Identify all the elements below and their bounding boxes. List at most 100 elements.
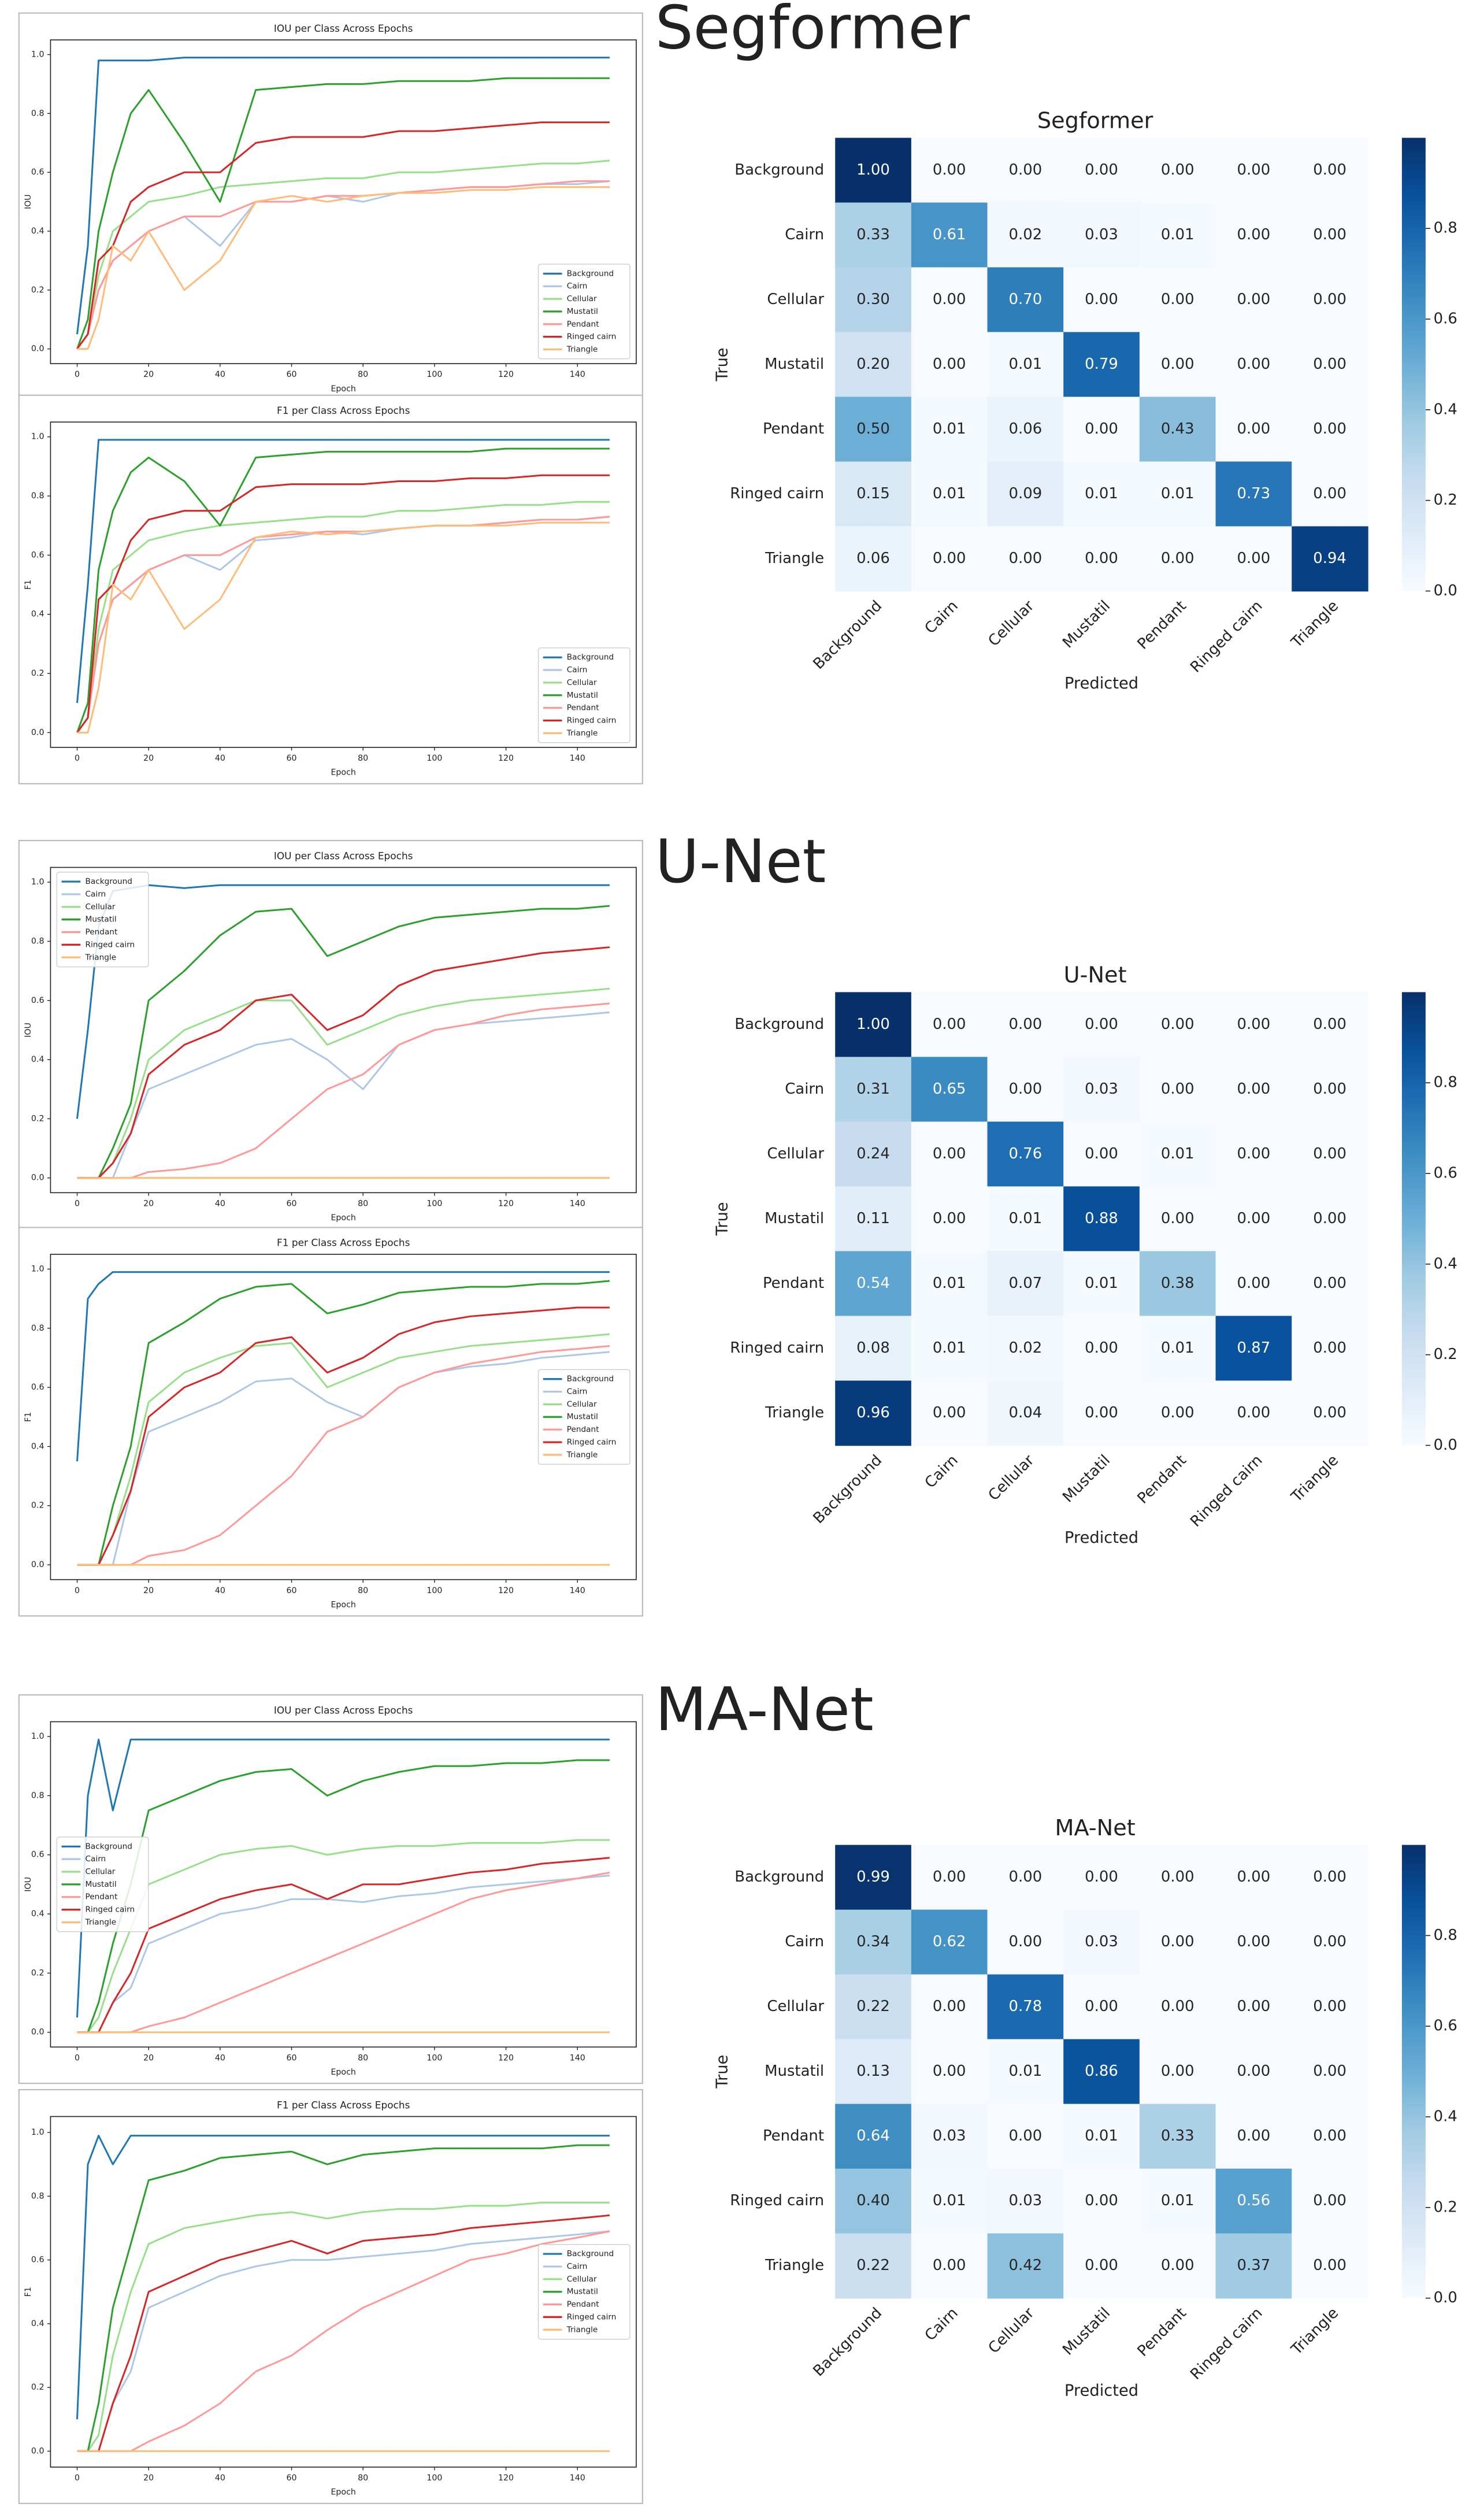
plot-frame xyxy=(50,2116,637,2468)
cell-label: 0.00 xyxy=(1085,1404,1118,1421)
x-tick-label: 20 xyxy=(143,2053,154,2062)
x-axis-label: Epoch xyxy=(331,384,355,394)
y-axis-label: F1 xyxy=(24,580,33,590)
x-axis-label: Predicted xyxy=(1064,2382,1138,2399)
x-tick-label: 120 xyxy=(498,1586,514,1595)
cell-label: 0.00 xyxy=(933,161,966,179)
x-tick-label: 0 xyxy=(75,2053,80,2062)
series-line xyxy=(77,521,610,734)
y-tick-label: 0.6 xyxy=(31,1383,44,1392)
heatmap-cell xyxy=(1292,1845,1368,1910)
heatmap-cell xyxy=(835,1186,912,1252)
cell-label: 1.00 xyxy=(856,1016,890,1033)
y-category-label: Triangle xyxy=(765,1404,824,1421)
heatmap-cell xyxy=(1063,1057,1140,1123)
x-tick-label: 120 xyxy=(498,2473,514,2483)
cell-label: 0.00 xyxy=(1237,1016,1271,1033)
cell-label: 0.00 xyxy=(1237,1998,1271,2015)
heatmap-cell xyxy=(987,1845,1064,1910)
y-category-label: Mustatil xyxy=(765,356,824,373)
heatmap-cell xyxy=(1215,1380,1293,1446)
cell-label: 0.00 xyxy=(1313,1275,1346,1292)
cell-label: 0.00 xyxy=(1237,226,1271,243)
legend-label: Ringed cairn xyxy=(567,332,617,342)
series-line xyxy=(77,1839,610,2034)
heatmap-cell xyxy=(987,2168,1064,2234)
cell-label: 0.01 xyxy=(1008,356,1042,373)
cell-label: 0.01 xyxy=(1008,2062,1042,2080)
heatmap-cell xyxy=(1063,1974,1140,2040)
heatmap-cell xyxy=(987,267,1064,333)
heatmap-cell xyxy=(1063,267,1140,333)
x-tick-label: 20 xyxy=(143,754,154,763)
y-tick-label: 0.2 xyxy=(31,669,44,678)
cell-label: 0.38 xyxy=(1161,1275,1194,1292)
legend-label: Cairn xyxy=(567,2262,588,2271)
x-tick-label: 100 xyxy=(426,2053,442,2062)
x-category-label: Triangle xyxy=(1288,2305,1342,2359)
y-category-label: Cellular xyxy=(767,291,824,308)
heatmap-cell xyxy=(1139,526,1216,592)
legend-label: Triangle xyxy=(566,1450,598,1460)
legend-label: Cellular xyxy=(567,294,597,303)
heatmap-cell xyxy=(1292,1186,1368,1252)
cell-label: 0.00 xyxy=(933,2257,966,2274)
x-tick-label: 140 xyxy=(570,1199,585,1208)
cell-label: 0.00 xyxy=(1237,1868,1271,1886)
cell-label: 0.00 xyxy=(1237,161,1271,179)
x-tick-label: 20 xyxy=(143,370,154,379)
y-tick-label: 0.0 xyxy=(31,1560,44,1569)
legend-label: Pendant xyxy=(567,1425,599,1434)
cell-label: 0.00 xyxy=(1008,1016,1042,1033)
x-tick-label: 100 xyxy=(426,2473,442,2483)
cell-label: 0.01 xyxy=(933,2192,966,2209)
cell-label: 0.00 xyxy=(1313,291,1346,308)
x-category-label: Background xyxy=(810,2305,886,2380)
y-axis-label: True xyxy=(714,1202,732,1236)
legend-label: Background xyxy=(86,1842,132,1851)
y-tick-label: 0.0 xyxy=(31,2028,44,2037)
x-tick-label: 60 xyxy=(286,2473,296,2483)
heatmap-cell xyxy=(1139,1974,1216,2040)
heatmap-cell xyxy=(835,1316,912,1382)
y-tick-label: 1.0 xyxy=(31,1732,44,1741)
x-tick-label: 80 xyxy=(358,2053,368,2062)
x-category-label: Cellular xyxy=(985,597,1038,650)
heatmap-cell xyxy=(1063,1380,1140,1446)
heatmap-cell xyxy=(835,1909,912,1975)
heatmap-cell xyxy=(1063,397,1140,462)
cell-label: 0.43 xyxy=(1161,420,1194,438)
heatmap-cell xyxy=(1139,1186,1216,1252)
cell-label: 0.20 xyxy=(856,356,890,373)
cell-label: 0.08 xyxy=(856,1339,890,1357)
x-category-label: Cellular xyxy=(985,2304,1038,2357)
x-category-label: Background xyxy=(810,1451,886,1527)
cell-label: 0.00 xyxy=(933,1016,966,1033)
cell-label: 0.54 xyxy=(856,1275,890,1292)
x-tick-label: 60 xyxy=(286,1199,296,1208)
heatmap-cell xyxy=(835,2233,912,2299)
cell-label: 0.03 xyxy=(1085,226,1118,243)
heatmap-cell xyxy=(1063,1121,1140,1187)
cell-label: 0.00 xyxy=(1161,2062,1194,2080)
heatmap-cell xyxy=(1063,1316,1140,1382)
heatmap-cell xyxy=(835,1121,912,1187)
heatmap-cell xyxy=(1139,1121,1216,1187)
series-line xyxy=(76,439,610,703)
y-tick-label: 1.0 xyxy=(31,432,44,442)
cell-label: 0.00 xyxy=(1085,1339,1118,1357)
x-axis-label: Epoch xyxy=(331,2068,355,2077)
legend-label: Cairn xyxy=(86,890,106,899)
heatmap-cell xyxy=(911,1974,988,2040)
heatmap-cell xyxy=(911,397,988,462)
cell-label: 0.00 xyxy=(1008,1868,1042,1886)
heatmap-cell xyxy=(1063,1251,1140,1317)
y-tick-label: 0.8 xyxy=(31,1791,44,1800)
colorbar-tick-label: 0.0 xyxy=(1434,1436,1457,1454)
cell-label: 0.73 xyxy=(1237,485,1271,502)
cell-label: 0.00 xyxy=(1313,1868,1346,1886)
cell-label: 0.00 xyxy=(1161,1998,1194,2015)
cell-label: 0.00 xyxy=(1008,1080,1042,1098)
cell-label: 0.00 xyxy=(1313,1933,1346,1950)
cell-label: 0.00 xyxy=(1313,1998,1346,2015)
